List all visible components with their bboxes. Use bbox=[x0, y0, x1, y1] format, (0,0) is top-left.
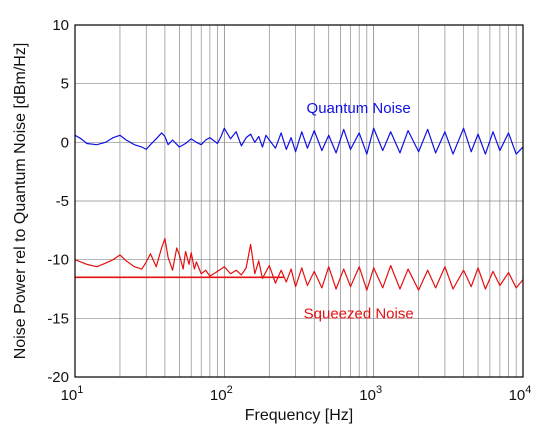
annotations: Quantum Noise Squeezed Noise bbox=[304, 100, 414, 322]
grid bbox=[75, 25, 523, 377]
y-tick-label: -10 bbox=[47, 252, 69, 269]
y-tick-label: -15 bbox=[47, 310, 69, 327]
x-tick-label: 103 bbox=[359, 384, 382, 404]
x-tick-label: 101 bbox=[61, 384, 84, 404]
x-axis-label: Frequency [Hz] bbox=[245, 407, 353, 424]
y-axis-label: Noise Power rel to Quantum Noise [dBm/Hz… bbox=[12, 43, 29, 360]
series-line-squeezed-noise bbox=[74, 237, 524, 291]
x-tick-label: 102 bbox=[210, 384, 233, 404]
squeezed-noise-label: Squeezed Noise bbox=[304, 305, 414, 322]
y-tick-label: 5 bbox=[61, 76, 69, 93]
y-tick-label: 10 bbox=[52, 17, 69, 34]
series-line-quantum-noise bbox=[74, 127, 524, 155]
plot-frame bbox=[74, 24, 524, 378]
y-tick-label: -20 bbox=[47, 369, 69, 386]
series-layer bbox=[74, 127, 524, 291]
y-tick-label: 0 bbox=[61, 134, 69, 151]
x-tick-label: 104 bbox=[509, 384, 532, 404]
quantum-noise-label: Quantum Noise bbox=[307, 100, 411, 117]
y-tick-label: -5 bbox=[56, 193, 69, 210]
